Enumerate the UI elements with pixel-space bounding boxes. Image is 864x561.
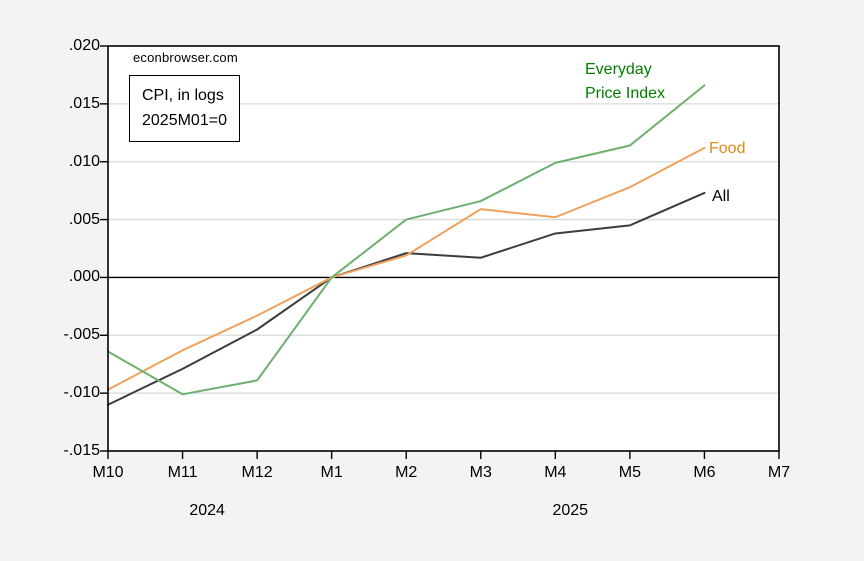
x-axis-tick-label: M3 (469, 464, 492, 481)
watermark-econbrowser: econbrowser.com (133, 50, 238, 65)
y-axis-tick-label: .010 (68, 152, 100, 170)
note-box-text: CPI, in logs 2025M01=0 (142, 87, 227, 129)
y-axis-tick-label: .005 (68, 210, 100, 228)
y-axis-tick-label: .020 (68, 37, 100, 54)
x-axis-tick-label: M12 (241, 464, 273, 481)
x-axis-year-label: 2024 (189, 502, 225, 519)
x-axis-tick-label: M5 (618, 464, 641, 481)
series-label-all: All (712, 188, 730, 205)
y-axis-tick-label: .015 (68, 94, 100, 112)
y-axis-tick-label: -.010 (63, 384, 100, 402)
series-label-everyday-price-index: Everyday Price Index (585, 61, 666, 102)
series-label-food: Food (709, 140, 746, 157)
x-axis-tick-label: M7 (767, 464, 791, 481)
x-axis-tick-label: M6 (693, 464, 716, 481)
y-axis-tick-label: .000 (68, 268, 100, 286)
y-axis-tick-label: -.005 (63, 326, 100, 344)
x-axis-tick-label: M11 (167, 464, 198, 481)
y-axis-tick-label: -.015 (63, 442, 100, 459)
note-box: CPI, in logs 2025M01=0 (129, 75, 240, 142)
x-axis-tick-label: M10 (92, 464, 124, 481)
x-axis-tick-label: M4 (544, 464, 567, 481)
x-axis-year-label: 2025 (552, 502, 589, 519)
x-axis-tick-label: M2 (395, 464, 418, 481)
x-axis-tick-label: M1 (320, 464, 343, 481)
